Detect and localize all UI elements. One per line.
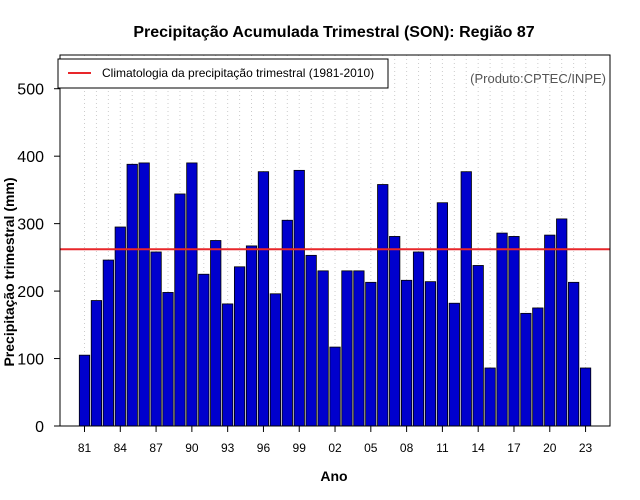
bar-2008: [401, 279, 413, 427]
bar-2005: [365, 281, 377, 427]
x-axis: 81 84 87 90 93 96 99 02 05 08 11 14 17 20 23: [78, 426, 593, 455]
bar-2020: [544, 234, 556, 427]
x-tick-label: 23: [579, 441, 593, 455]
legend-box: [57, 58, 389, 89]
x-tick-label: 90: [185, 441, 199, 455]
chart-title: Precipitação Acumulada Trimestral (SON):…: [133, 24, 534, 41]
bar-1997: [269, 293, 281, 427]
bar-2009: [412, 251, 425, 427]
x-tick-label: 02: [328, 441, 342, 455]
bar-2010: [424, 281, 437, 427]
y-axis: 0 100 200 300 400 500: [17, 82, 60, 436]
y-tick-label: 300: [17, 217, 44, 234]
x-tick-label: 05: [364, 441, 378, 455]
bar-1986: [138, 162, 150, 427]
bar-1983: [102, 259, 114, 427]
bar-1998: [281, 219, 293, 427]
bars: [78, 162, 592, 427]
credit-text: (Produto:CPTEC/INPE): [470, 71, 606, 86]
bar-2011: [436, 202, 449, 427]
x-tick-label: 08: [400, 441, 414, 455]
bar-2015: [484, 367, 496, 427]
bar-2000: [305, 254, 317, 427]
legend-label: Climatologia da precipitação trimestral …: [102, 66, 374, 80]
bar-1994: [233, 266, 246, 427]
bar-1981: [78, 354, 91, 427]
bar-2004: [353, 270, 365, 427]
bar-1988: [162, 292, 174, 427]
x-axis-label: Ano: [320, 468, 347, 484]
bar-2001: [317, 270, 329, 427]
bar-2006: [377, 184, 389, 427]
y-tick-label: 500: [17, 82, 44, 99]
bar-1999: [293, 169, 305, 427]
bar-1989: [174, 193, 186, 427]
y-tick-label: 0: [35, 419, 44, 436]
bar-2022: [568, 281, 580, 427]
bar-2018: [520, 312, 532, 427]
bar-1992: [210, 240, 222, 427]
y-tick-label: 400: [17, 149, 44, 166]
legend: Climatologia da precipitação trimestral …: [57, 58, 389, 89]
x-tick-label: 87: [149, 441, 163, 455]
bar-2003: [341, 270, 353, 427]
bar-1982: [90, 300, 103, 427]
y-tick-label: 200: [17, 284, 44, 301]
bar-1984: [114, 226, 126, 427]
bar-2023: [579, 367, 592, 427]
bar-1996: [257, 171, 270, 427]
x-tick-label: 20: [543, 441, 557, 455]
bar-1995: [245, 245, 258, 427]
bar-1987: [150, 251, 162, 427]
x-tick-label: 93: [221, 441, 235, 455]
x-tick-label: 81: [78, 441, 92, 455]
bar-2007: [389, 236, 401, 427]
bar-2013: [460, 171, 472, 427]
bar-1985: [126, 163, 138, 427]
bar-2019: [532, 307, 544, 427]
x-tick-label: 96: [257, 441, 271, 455]
bar-1991: [198, 273, 210, 427]
bar-1993: [222, 303, 234, 427]
y-axis-label: Precipitação trimestral (mm): [1, 177, 17, 366]
y-tick-label: 100: [17, 352, 44, 369]
bar-2002: [329, 346, 341, 427]
bar-2012: [448, 302, 460, 427]
bar-2014: [472, 265, 484, 427]
bar-1990: [186, 162, 198, 427]
x-tick-label: 17: [507, 441, 521, 455]
x-tick-label: 99: [293, 441, 307, 455]
x-tick-label: 84: [114, 441, 128, 455]
bar-2016: [496, 232, 508, 427]
bar-2017: [508, 236, 520, 427]
x-tick-label: 14: [472, 441, 486, 455]
x-tick-label: 11: [436, 441, 449, 455]
